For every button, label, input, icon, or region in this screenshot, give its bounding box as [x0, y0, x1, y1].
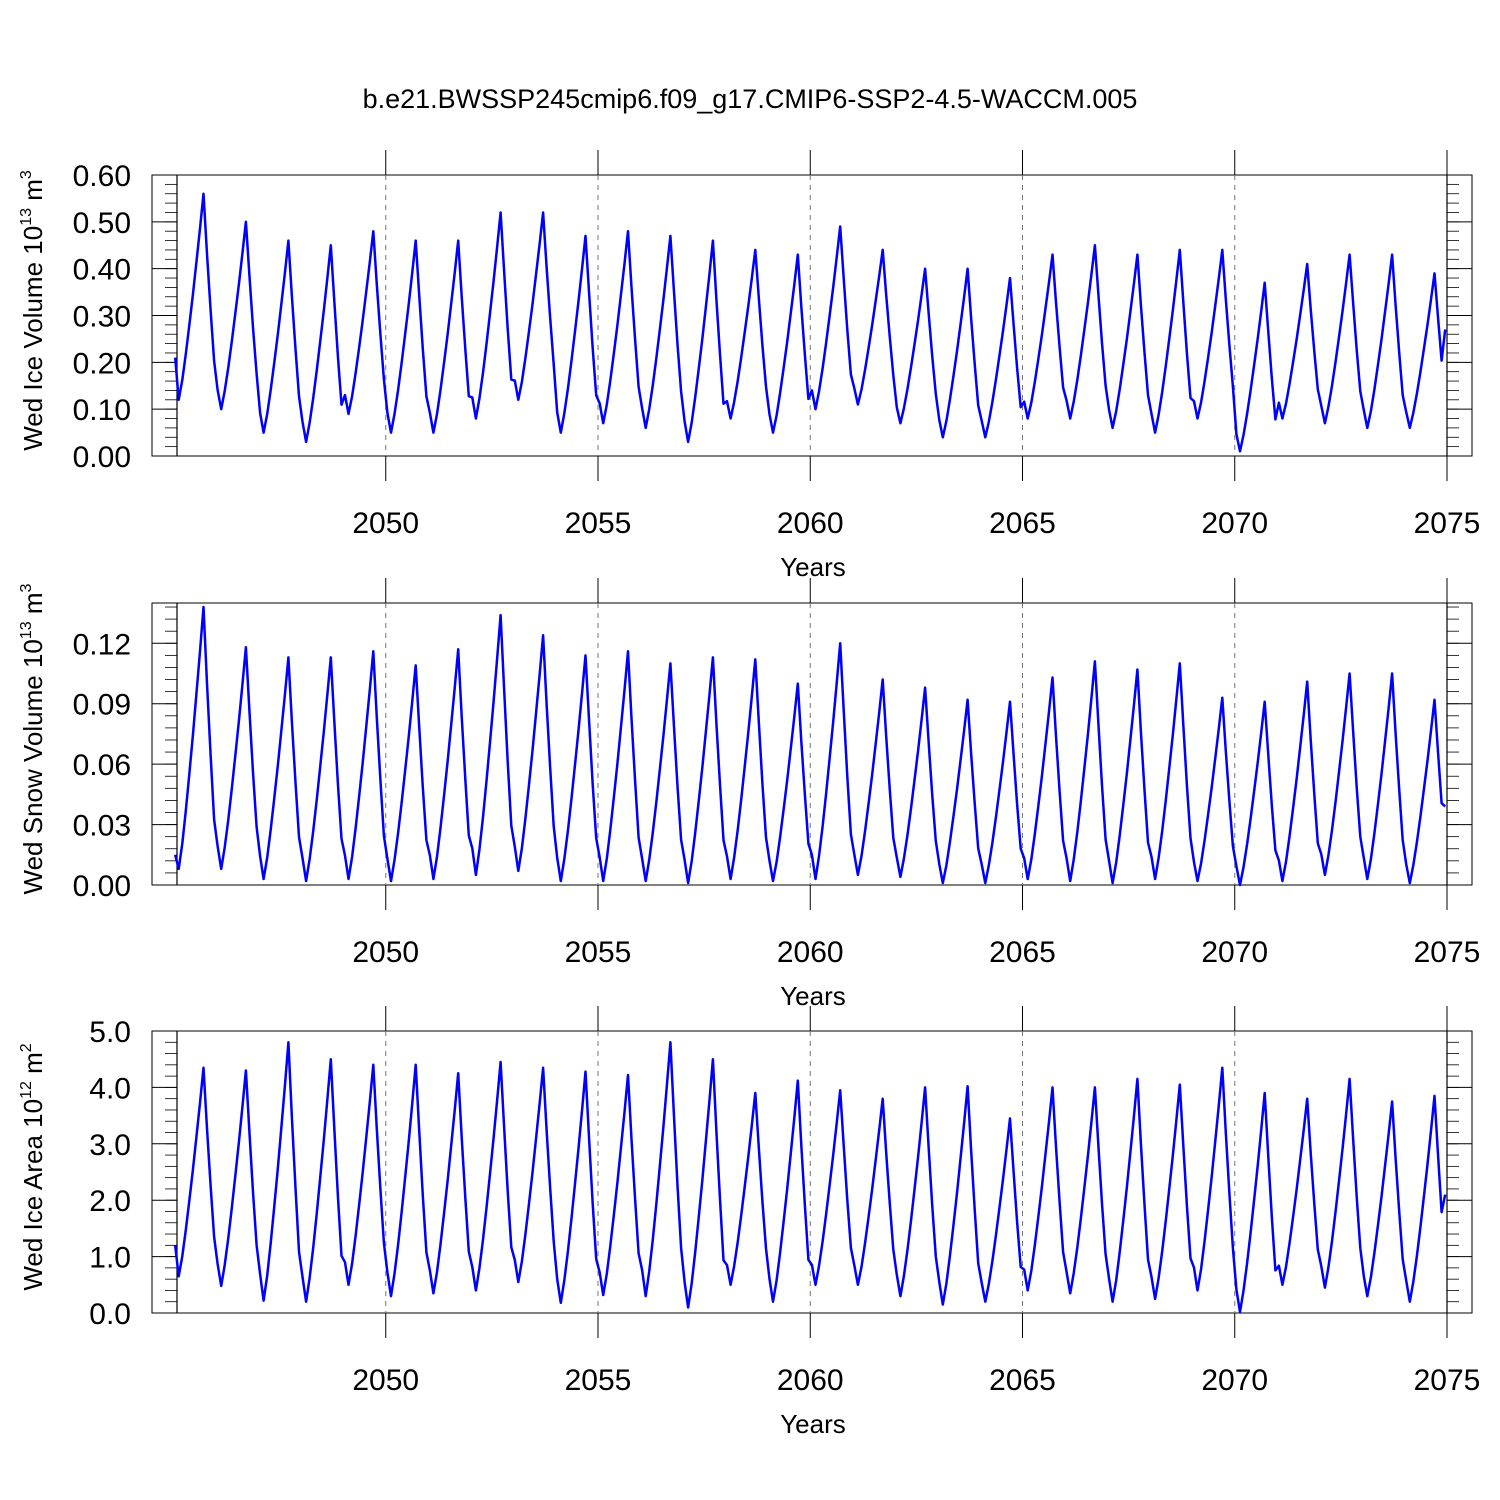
y-tick-label: 0.03	[73, 810, 131, 843]
x-tick-label: 2050	[352, 936, 419, 969]
x-tick-label: 2070	[1201, 936, 1268, 969]
x-axis-title: Years	[780, 1409, 846, 1439]
y-tick-label: 5.0	[89, 1016, 131, 1049]
x-tick-label: 2075	[1414, 507, 1481, 540]
y-tick-label: 0.20	[73, 347, 131, 380]
x-axis-title: Years	[780, 552, 846, 582]
x-tick-label: 2060	[777, 507, 844, 540]
x-tick-label: 2055	[565, 936, 632, 969]
y-tick-label: 0.06	[73, 749, 131, 782]
x-tick-label: 2050	[352, 1364, 419, 1397]
y-tick-label: 0.40	[73, 254, 131, 287]
series-line-wed-snow-volume	[173, 605, 1447, 887]
y-tick-label: 0.30	[73, 301, 131, 334]
plot-frame-2	[151, 602, 1473, 886]
y-tick-label: 0.00	[73, 870, 131, 903]
x-tick-label: 2060	[777, 1364, 844, 1397]
x-tick-label: 2060	[777, 936, 844, 969]
y-tick-label: 2.0	[89, 1185, 131, 1218]
y-tick-label: 0.10	[73, 394, 131, 427]
x-tick-label: 2065	[989, 507, 1056, 540]
y-axis-title: Wed Ice Volume 1013 m3	[18, 170, 48, 451]
series-line-wed-ice-area	[173, 1041, 1447, 1314]
y-tick-label: 3.0	[89, 1129, 131, 1162]
figure-title: b.e21.BWSSP245cmip6.f09_g17.CMIP6-SSP2-4…	[362, 84, 1138, 114]
x-axis-title: Years	[780, 981, 846, 1011]
y-tick-label: 0.09	[73, 689, 131, 722]
y-tick-label: 4.0	[89, 1072, 131, 1105]
x-tick-label: 2055	[565, 507, 632, 540]
y-tick-label: 1.0	[89, 1242, 131, 1275]
series-line-wed-ice-volume	[173, 192, 1447, 453]
x-tick-label: 2065	[989, 936, 1056, 969]
y-tick-label: 0.12	[73, 628, 131, 661]
x-tick-label: 2070	[1201, 507, 1268, 540]
x-tick-label: 2055	[565, 1364, 632, 1397]
x-tick-label: 2070	[1201, 1364, 1268, 1397]
y-tick-label: 0.0	[89, 1298, 131, 1331]
plot-frame-3	[151, 1030, 1473, 1314]
x-tick-label: 2075	[1414, 936, 1481, 969]
y-tick-label: 0.50	[73, 207, 131, 240]
y-tick-label: 0.00	[73, 441, 131, 474]
x-tick-label: 2075	[1414, 1364, 1481, 1397]
y-axis-title: Wed Ice Area 1012 m2	[18, 1043, 48, 1290]
x-tick-label: 2050	[352, 507, 419, 540]
x-tick-label: 2065	[989, 1364, 1056, 1397]
y-tick-label: 0.60	[73, 160, 131, 193]
y-axis-title: Wed Snow Volume 1013 m3	[18, 583, 48, 894]
